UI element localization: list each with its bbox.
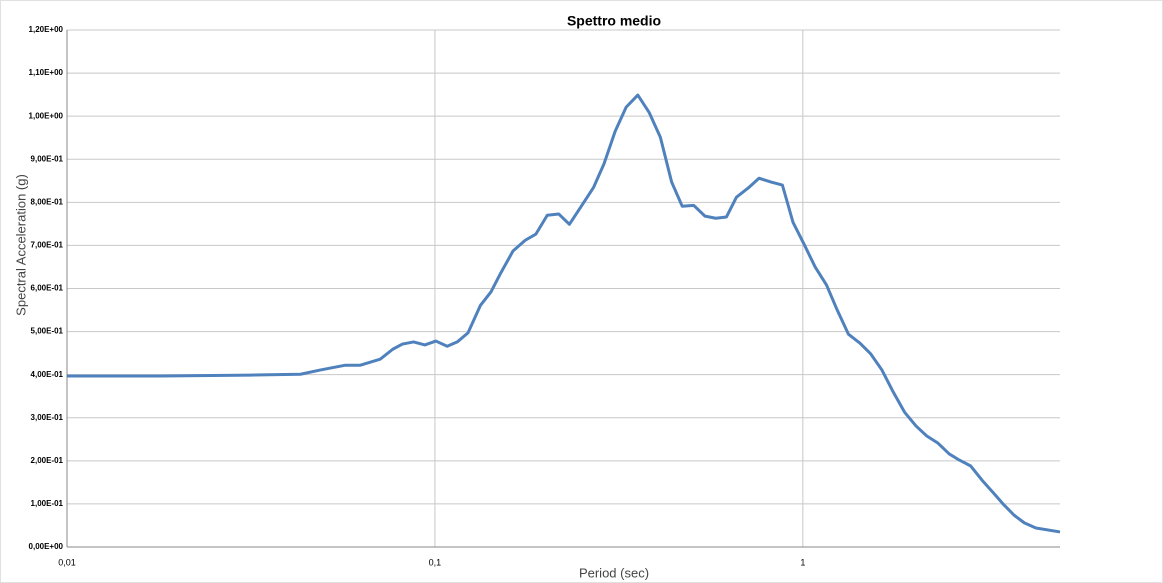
y-axis-label: Spectral Acceleration (g): [13, 174, 28, 316]
y-tick-label: 9,00E-01: [31, 154, 64, 163]
y-tick-label: 2,00E-01: [31, 456, 64, 465]
y-tick-label: 3,00E-01: [31, 413, 64, 422]
y-tick-label: 5,00E-01: [31, 327, 64, 336]
chart-title: Spettro medio: [567, 13, 661, 29]
line: [67, 93, 1061, 534]
x-tick-label: 1: [800, 557, 805, 567]
y-tick-label: 1,00E-01: [31, 499, 64, 508]
y-tick-label: 1,00E+00: [29, 111, 64, 120]
y-tick-label: 4,00E-01: [31, 370, 64, 379]
y-tick-label: 8,00E-01: [31, 197, 64, 206]
x-axis-label: Period (sec): [579, 565, 649, 580]
y-tick-label: 6,00E-01: [31, 284, 64, 293]
x-tick-label: 0,1: [429, 557, 442, 567]
x-tick-label: 0,01: [58, 557, 76, 567]
y-tick-label: 1,20E+00: [29, 25, 64, 34]
y-tick-label: 7,00E-01: [31, 241, 64, 250]
y-tick-label: 0,00E+00: [29, 542, 64, 551]
y-tick-label: 1,10E+00: [29, 68, 64, 77]
